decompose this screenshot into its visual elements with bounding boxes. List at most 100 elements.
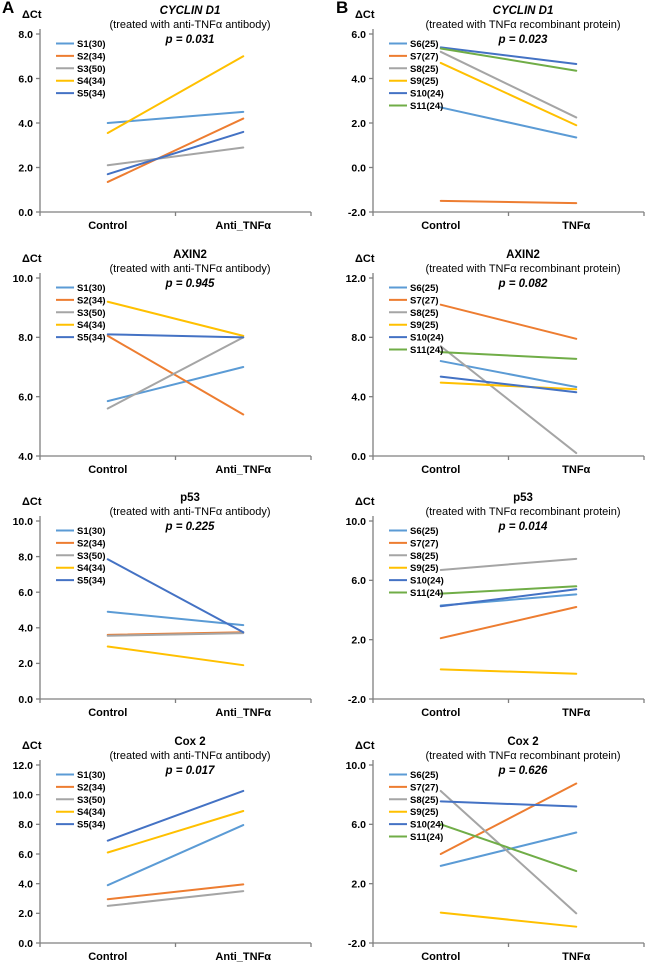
y-tick-label: 10.0 (13, 516, 34, 528)
p-value-label: p = 0.031 (165, 34, 215, 46)
legend-label-S7(27): S7(27) (410, 538, 439, 549)
y-axis-label: ΔCt (355, 253, 375, 265)
legend-label-S5(34): S5(34) (77, 333, 106, 344)
chart-b-cox2: ΔCt Cox 2 (treated with TNFα recombinant p… (346, 736, 645, 963)
legend-label-S3(50): S3(50) (77, 551, 106, 562)
chart-subtitle: (treated with anti-TNFα antibody) (109, 263, 270, 275)
x-category-label: Anti_TNFα (215, 707, 271, 719)
series-line-S2(34) (106, 334, 245, 416)
x-category-label: Control (421, 707, 460, 719)
series-line-S11(24) (439, 47, 578, 72)
y-tick-label: 2.0 (18, 162, 33, 174)
legend-label-S6(25): S6(25) (410, 526, 439, 537)
y-axis-label: ΔCt (22, 9, 42, 21)
series-line-S11(24) (439, 351, 578, 360)
y-tick-label: 6.0 (351, 819, 366, 831)
y-tick-label: 10.0 (346, 516, 367, 528)
series-line-S10(24) (439, 588, 578, 608)
series-line-S6(25) (439, 360, 578, 389)
y-tick-label: -2.0 (348, 694, 366, 706)
chart-title: CYCLIN D1 (493, 5, 554, 17)
p-value-label: p = 0.023 (498, 34, 549, 46)
legend-label-S7(27): S7(27) (410, 782, 439, 793)
legend-label-S4(34): S4(34) (77, 563, 106, 574)
series-line-S2(34) (106, 883, 245, 901)
p-value-label: p = 0.626 (498, 765, 549, 777)
x-category-label: Anti_TNFα (215, 220, 271, 232)
series-line-S5(34) (106, 558, 245, 634)
x-category-label: Control (88, 707, 127, 719)
legend-label-S6(25): S6(25) (410, 39, 439, 50)
y-tick-label: 4.0 (351, 73, 366, 85)
series-line-S9(25) (439, 668, 578, 675)
legend-label-S1(30): S1(30) (77, 39, 106, 50)
series-line-S3(50) (106, 632, 245, 637)
series-line-S7(27) (439, 199, 578, 205)
panel-label-a: A (2, 0, 15, 17)
x-category-label: Anti_TNFα (215, 951, 271, 963)
y-axis-label: ΔCt (22, 496, 42, 508)
series-line-S10(24) (439, 375, 578, 394)
series-line-S11(24) (439, 585, 578, 595)
chart-title: CYCLIN D1 (160, 5, 221, 17)
x-category-label: TNFα (562, 220, 590, 232)
x-category-label: Anti_TNFα (215, 464, 271, 476)
series-line-S3(50) (106, 890, 245, 907)
chart-title: p53 (513, 492, 533, 504)
x-category-label: TNFα (562, 464, 590, 476)
legend-label-S4(34): S4(34) (77, 320, 106, 331)
y-axis-label: ΔCt (355, 9, 375, 21)
series-line-S9(25) (439, 61, 578, 127)
series-line-S6(25) (439, 106, 578, 139)
y-axis-label: ΔCt (355, 496, 375, 508)
chart-b-p53: ΔCt p53 (treated with TNFα recombinant pro… (346, 492, 645, 719)
y-tick-label: 6.0 (18, 391, 33, 403)
series-line-S4(34) (106, 300, 245, 337)
legend-label-S10(24): S10(24) (410, 576, 444, 587)
y-tick-label: 8.0 (18, 819, 33, 831)
legend-label-S8(25): S8(25) (410, 64, 439, 75)
chart-title: p53 (180, 492, 200, 504)
legend-label-S7(27): S7(27) (410, 51, 439, 62)
series-line-S8(25) (439, 789, 578, 915)
legend-label-S11(24): S11(24) (410, 832, 443, 843)
chart-subtitle: (treated with anti-TNFα antibody) (109, 506, 270, 518)
y-tick-label: 4.0 (18, 623, 33, 635)
series-line-S7(27) (439, 782, 578, 855)
chart-b-axin2: ΔCt AXIN2 (treated with TNFα recombinant p… (346, 249, 645, 476)
y-tick-label: 4.0 (18, 878, 33, 890)
x-category-label: Control (421, 464, 460, 476)
y-tick-label: 0.0 (18, 207, 33, 219)
x-category-label: TNFα (562, 707, 590, 719)
chart-title: AXIN2 (173, 249, 207, 261)
legend-label-S8(25): S8(25) (410, 795, 439, 806)
p-value-label: p = 0.014 (498, 521, 549, 533)
series-line-S4(34) (106, 55, 245, 135)
series-line-S10(24) (439, 46, 578, 66)
legend-label-S4(34): S4(34) (77, 76, 106, 87)
legend-label-S8(25): S8(25) (410, 551, 439, 562)
y-tick-label: 2.0 (351, 878, 366, 890)
legend-label-S1(30): S1(30) (77, 770, 106, 781)
y-axis-label: ΔCt (22, 253, 42, 265)
legend-label-S9(25): S9(25) (410, 76, 439, 87)
series-line-S1(30) (106, 366, 245, 403)
chart-subtitle: (treated with anti-TNFα antibody) (109, 19, 270, 31)
p-value-label: p = 0.082 (498, 278, 549, 290)
legend-label-S6(25): S6(25) (410, 770, 439, 781)
series-line-S1(30) (106, 610, 245, 627)
chart-subtitle: (treated with TNFα recombinant protein) (425, 263, 620, 275)
y-tick-label: 6.0 (18, 849, 33, 861)
legend-label-S2(34): S2(34) (77, 782, 106, 793)
x-category-label: Control (88, 951, 127, 963)
panel-label-b: B (336, 0, 349, 17)
chart-a-p53: ΔCt p53 (treated with anti-TNFα antibody) p… (13, 492, 312, 719)
chart-title: Cox 2 (174, 736, 205, 748)
legend-label-S6(25): S6(25) (410, 283, 439, 294)
series-line-S9(25) (439, 381, 578, 391)
series-line-S6(25) (439, 831, 578, 867)
x-category-label: TNFα (562, 951, 590, 963)
series-line-S2(34) (106, 117, 245, 183)
series-line-S10(24) (439, 800, 578, 808)
